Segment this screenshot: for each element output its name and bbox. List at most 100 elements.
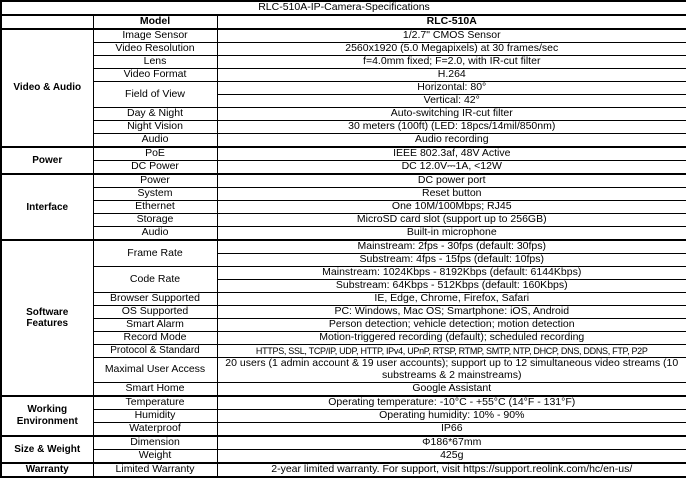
value-smart-home: Google Assistant: [216, 381, 686, 397]
model-header-value: RLC-510A: [216, 14, 686, 30]
row-lens: Lens f=4.0mm fixed; F=2.0, with IR-cut f…: [1, 55, 686, 70]
label-day-night: Day & Night: [92, 107, 218, 122]
group-cell-size-weight: Size & Weight: [0, 434, 94, 464]
label-record-mode: Record Mode: [92, 331, 218, 346]
row-day-night: Day & Night Auto-switching IR-cut filter: [1, 107, 686, 122]
value-audio: Audio recording: [216, 133, 686, 148]
row-waterproof: Waterproof IP66: [1, 421, 686, 437]
row-dc-power: DC Power DC 12.0V⎓1A, <12W: [1, 160, 686, 175]
value-maximal-user-access: 20 users (1 admin account & 19 user acco…: [216, 356, 686, 383]
value-field-of-view-vertical: Vertical: 42°: [216, 94, 686, 109]
row-dimension: Size & Weight Dimension Φ186*67mm: [0, 434, 686, 464]
label-field-of-view: Field of View: [92, 81, 218, 109]
row-protocol-standard: Protocol & Standard HTTPS, SSL, TCP/IP, …: [1, 344, 686, 358]
label-humidity: Humidity: [92, 408, 218, 423]
header-row: Model RLC-510A: [0, 14, 686, 30]
value-weight: 425g: [216, 448, 686, 464]
row-humidity: Humidity Operating humidity: 10% - 90%: [1, 408, 686, 423]
label-image-sensor: Image Sensor: [92, 28, 218, 44]
label-limited-warranty: Limited Warranty: [92, 461, 218, 478]
value-poe: IEEE 802.3af, 48V Active: [216, 146, 686, 162]
value-interface-power: DC power port: [216, 173, 686, 189]
label-night-vision: Night Vision: [92, 120, 218, 135]
label-interface-storage: Storage: [92, 213, 218, 228]
row-interface-audio: Audio Built-in microphone: [1, 226, 686, 241]
group-cell-warranty: Warranty: [0, 461, 94, 478]
value-protocol-standard: HTTPS, SSL, TCP/IP, UDP, HTTP, IPv4, UPn…: [216, 344, 686, 358]
value-waterproof: IP66: [216, 421, 686, 437]
label-maximal-user-access: Maximal User Access: [92, 356, 218, 383]
label-poe: PoE: [92, 146, 218, 162]
label-video-resolution: Video Resolution: [92, 42, 218, 57]
group-cell-video-audio: Video & Audio: [0, 28, 94, 148]
group-cell-working-environment: Working Environment: [0, 394, 94, 437]
row-night-vision: Night Vision 30 meters (100ft) (LED: 18p…: [1, 120, 686, 135]
label-browser-supported: Browser Supported: [92, 292, 218, 307]
value-video-resolution: 2560x1920 (5.0 Megapixels) at 30 frames/…: [216, 42, 686, 57]
value-field-of-view-horizontal: Horizontal: 80°: [216, 81, 686, 96]
row-interface-power: Interface Power DC power port: [0, 173, 686, 241]
value-humidity: Operating humidity: 10% - 90%: [216, 408, 686, 423]
value-interface-system: Reset button: [216, 187, 686, 202]
value-image-sensor: 1/2.7" CMOS Sensor: [216, 28, 686, 44]
label-waterproof: Waterproof: [92, 421, 218, 437]
value-day-night: Auto-switching IR-cut filter: [216, 107, 686, 122]
row-interface-system: System Reset button: [1, 187, 686, 202]
row-browser-supported: Browser Supported IE, Edge, Chrome, Fire…: [1, 292, 686, 307]
corner-cell-empty: [0, 14, 94, 30]
label-os-supported: OS Supported: [92, 305, 218, 320]
label-audio: Audio: [92, 133, 218, 148]
label-frame-rate: Frame Rate: [92, 239, 218, 268]
value-frame-rate-mainstream: Mainstream: 2fps - 30fps (default: 30fps…: [216, 239, 686, 255]
value-night-vision: 30 meters (100ft) (LED: 18pcs/14mil/850n…: [216, 120, 686, 135]
label-code-rate: Code Rate: [92, 266, 218, 294]
value-video-format: H.264: [216, 68, 686, 83]
label-smart-alarm: Smart Alarm: [92, 318, 218, 333]
row-video-format: Video Format H.264: [1, 68, 686, 83]
value-os-supported: PC: Windows, Mac OS; Smartphone: iOS, An…: [216, 305, 686, 320]
value-limited-warranty: 2-year limited warranty. For support, vi…: [216, 461, 686, 478]
value-interface-ethernet: One 10M/100Mbps; RJ45: [216, 200, 686, 215]
row-interface-storage: Storage MicroSD card slot (support up to…: [1, 213, 686, 228]
row-maximal-user-access: Maximal User Access 20 users (1 admin ac…: [1, 356, 686, 383]
label-interface-power: Power: [92, 173, 218, 189]
label-weight: Weight: [92, 448, 218, 464]
value-browser-supported: IE, Edge, Chrome, Firefox, Safari: [216, 292, 686, 307]
value-smart-alarm: Person detection; vehicle detection; mot…: [216, 318, 686, 333]
row-smart-home: Smart Home Google Assistant: [1, 381, 686, 397]
row-audio: Audio Audio recording: [1, 133, 686, 148]
value-record-mode: Motion-triggered recording (default); sc…: [216, 331, 686, 346]
row-video-resolution: Video Resolution 2560x1920 (5.0 Megapixe…: [1, 42, 686, 57]
model-header-label: Model: [92, 14, 218, 30]
row-weight: Weight 425g: [1, 448, 686, 464]
value-dc-power: DC 12.0V⎓1A, <12W: [216, 160, 686, 175]
row-os-supported: OS Supported PC: Windows, Mac OS; Smartp…: [1, 305, 686, 320]
row-smart-alarm: Smart Alarm Person detection; vehicle de…: [1, 318, 686, 333]
label-interface-system: System: [92, 187, 218, 202]
row-record-mode: Record Mode Motion-triggered recording (…: [1, 331, 686, 346]
value-interface-storage: MicroSD card slot (support up to 256GB): [216, 213, 686, 228]
group-cell-interface: Interface: [0, 173, 94, 241]
label-protocol-standard: Protocol & Standard: [92, 344, 218, 358]
group-cell-software-features: Software Features: [0, 239, 94, 397]
value-frame-rate-substream: Substream: 4fps - 15fps (default: 10fps): [216, 253, 686, 268]
label-smart-home: Smart Home: [92, 381, 218, 397]
value-code-rate-substream: Substream: 64Kbps - 512Kbps (default: 16…: [216, 279, 686, 294]
row-image-sensor: Video & Audio Image Sensor 1/2.7" CMOS S…: [0, 28, 686, 148]
label-interface-audio: Audio: [92, 226, 218, 241]
value-lens: f=4.0mm fixed; F=2.0, with IR-cut filter: [216, 55, 686, 70]
value-dimension: Φ186*67mm: [216, 434, 686, 450]
row-limited-warranty: Warranty Limited Warranty 2-year limited…: [0, 461, 686, 478]
label-interface-ethernet: Ethernet: [92, 200, 218, 215]
group-cell-power: Power: [0, 146, 94, 175]
value-temperature: Operating temperature: -10°C - +55°C (14…: [216, 394, 686, 410]
label-lens: Lens: [92, 55, 218, 70]
table-title: RLC-510A-IP-Camera-Specifications: [0, 0, 686, 16]
row-interface-ethernet: Ethernet One 10M/100Mbps; RJ45: [1, 200, 686, 215]
title-row: RLC-510A-IP-Camera-Specifications: [0, 0, 686, 16]
label-dc-power: DC Power: [92, 160, 218, 175]
label-temperature: Temperature: [92, 394, 218, 410]
row-field-of-view-horizontal: Field of View Horizontal: 80°: [1, 81, 686, 109]
label-dimension: Dimension: [92, 434, 218, 450]
